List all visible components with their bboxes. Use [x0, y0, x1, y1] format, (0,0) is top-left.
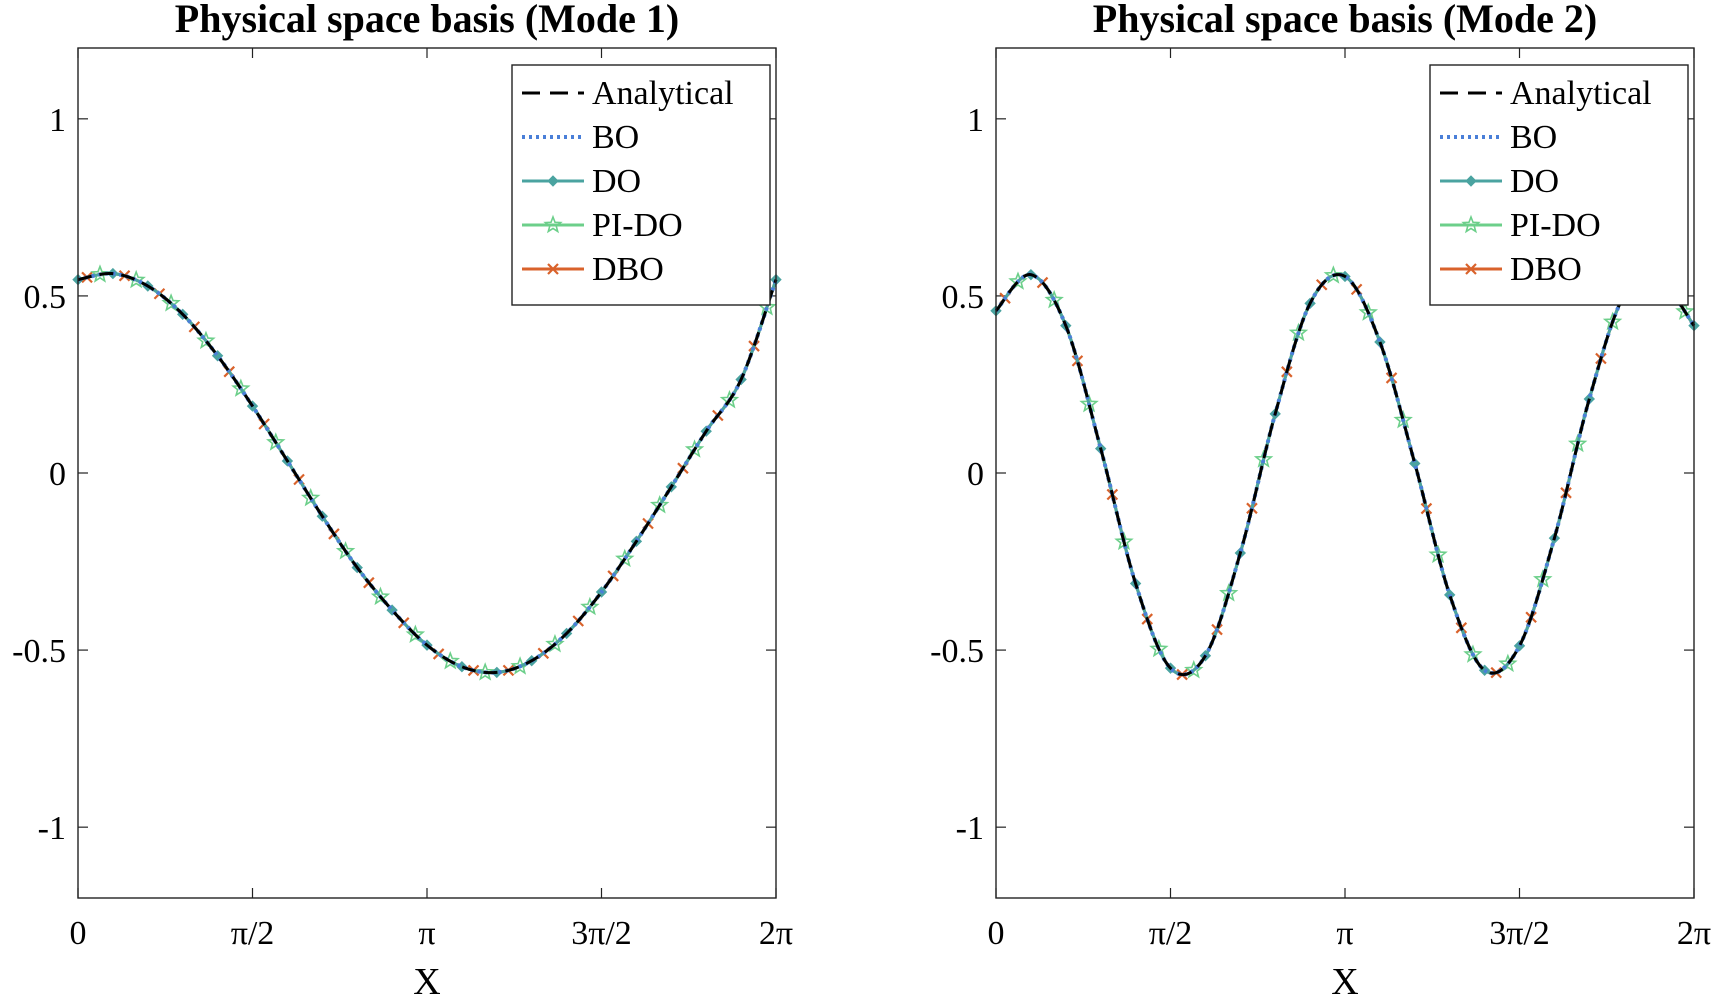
data-point-pi-do [231, 378, 251, 397]
legend: Analytical BO DO PI-DO DBO [1429, 64, 1689, 306]
legend-box [511, 64, 771, 306]
legend: Analytical BO DO PI-DO DBO [511, 64, 771, 306]
legend-label-bo: BO [592, 119, 639, 156]
legend-marker-do [547, 175, 559, 187]
axes-box [77, 47, 777, 899]
x-tick-label: 2π [1677, 915, 1711, 952]
legend-label-pi-do: PI-DO [1510, 207, 1601, 244]
data-point-pi-do [1463, 644, 1483, 663]
y-tick-label: 0 [49, 456, 66, 493]
legend-label-analytical: Analytical [1510, 75, 1652, 112]
data-point-pi-do [405, 624, 426, 643]
y-tick-label: -0.5 [12, 633, 66, 670]
y-tick-label: 0.5 [24, 279, 67, 316]
data-point-pi-do [266, 432, 286, 451]
legend-marker-dbo [1465, 263, 1477, 275]
y-tick-label: 0.5 [942, 279, 985, 316]
x-tick-label: 3π/2 [1489, 915, 1550, 952]
x-tick-label: π/2 [1149, 915, 1193, 952]
legend-marker-pi-do [543, 214, 563, 234]
x-tick-label: 0 [988, 915, 1005, 952]
y-tick-label: 0 [967, 456, 984, 493]
data-point-pi-do [196, 330, 216, 350]
legend-label-dbo: DBO [592, 251, 664, 288]
legend-label-do: DO [1510, 163, 1559, 200]
y-tick-label: -0.5 [930, 633, 984, 670]
y-tick-label: 1 [49, 102, 66, 139]
axes-box [995, 47, 1695, 899]
data-point-pi-do [1044, 289, 1064, 309]
data-point-pi-do [1184, 659, 1204, 679]
data-point-pi-do [615, 548, 635, 568]
x-tick-label: 3π/2 [571, 915, 632, 952]
x-axis-label: X [1331, 961, 1358, 1002]
legend-label-dbo: DBO [1510, 251, 1582, 288]
data-point-pi-do [719, 389, 740, 409]
x-axis-label: X [413, 961, 440, 1002]
series-analytical [994, 273, 1696, 677]
legend-label-bo: BO [1510, 119, 1557, 156]
chart-panel-1: Physical space basis (Mode 1) -1 -0.5 0 0.5 1… [12, 0, 793, 1002]
x-tick-label: 0 [70, 915, 87, 952]
series-analytical [77, 271, 778, 675]
data-point-pi-do [1323, 265, 1344, 284]
legend-marker-do [1465, 175, 1477, 187]
data-point-pi-do [580, 596, 600, 616]
legend-label-do: DO [592, 163, 641, 200]
y-tick-label: -1 [38, 810, 66, 847]
x-tick-label: π [418, 915, 435, 952]
data-point-pi-do [161, 293, 181, 312]
x-tick-label: 2π [759, 915, 793, 952]
legend-marker-pi-do [1461, 214, 1481, 234]
legend-label-analytical: Analytical [592, 75, 734, 112]
y-tick-label: -1 [956, 810, 984, 847]
x-tick-label: π/2 [231, 915, 275, 952]
series-line-analytical [994, 273, 1696, 677]
x-tick-label: π [1336, 915, 1353, 952]
data-point-pi-do [649, 494, 670, 514]
data-point-pi-do [1675, 301, 1695, 320]
legend-box [1429, 64, 1689, 306]
y-tick-label: 1 [967, 102, 984, 139]
legend-marker-dbo [547, 263, 559, 275]
chart-title: Physical space basis (Mode 2) [1093, 0, 1597, 41]
chart-panel-2: Physical space basis (Mode 2) -1 -0.5 0 0.5 1… [930, 0, 1711, 1002]
legend-label-pi-do: PI-DO [592, 207, 683, 244]
series-line-analytical [77, 271, 778, 675]
data-point-pi-do [1498, 653, 1518, 673]
chart-title: Physical space basis (Mode 1) [175, 0, 679, 41]
data-point-pi-do [370, 586, 391, 606]
